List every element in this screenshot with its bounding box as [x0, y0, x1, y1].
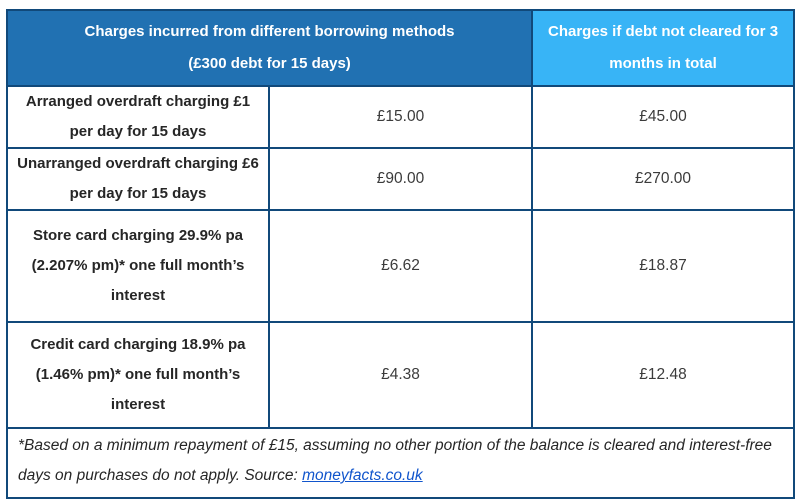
header-3-months-line2: months in total — [609, 55, 717, 72]
moneyfacts-link[interactable]: moneyfacts.co.uk — [302, 467, 423, 484]
footnote: *Based on a minimum repayment of £15, as… — [5, 427, 796, 499]
header-borrowing-methods-line2: (£300 debt for 15 days) — [188, 55, 351, 72]
header-borrowing-methods: Charges incurred from different borrowin… — [5, 9, 534, 87]
charge-3-months-cell: £45.00 — [531, 85, 796, 149]
header-borrowing-methods-line1: Charges incurred from different borrowin… — [84, 23, 455, 40]
charge-15-days-cell: £15.00 — [267, 85, 534, 149]
method-cell: Credit card charging 18.9% pa (1.46% pm)… — [6, 321, 270, 429]
table-row: Credit card charging 18.9% pa (1.46% pm)… — [6, 321, 796, 429]
table-row: Store card charging 29.9% pa (2.207% pm)… — [6, 209, 796, 323]
charge-3-months-cell: £12.48 — [531, 321, 796, 429]
method-cell: Unarranged overdraft charging £6 per day… — [6, 147, 270, 211]
header-3-months: Charges if debt not cleared for 3 months… — [531, 9, 796, 87]
method-cell: Arranged overdraft charging £1 per day f… — [6, 85, 270, 149]
footnote-row: *Based on a minimum repayment of £15, as… — [5, 427, 796, 499]
table-row: Arranged overdraft charging £1 per day f… — [6, 85, 796, 149]
table-row: Unarranged overdraft charging £6 per day… — [6, 147, 796, 211]
header-3-months-line1: Charges if debt not cleared for 3 — [547, 23, 779, 40]
table-header-row: Charges incurred from different borrowin… — [5, 9, 796, 87]
charge-3-months-cell: £270.00 — [531, 147, 796, 211]
charge-15-days-cell: £6.62 — [267, 209, 534, 323]
footnote-text: *Based on a minimum repayment of £15, as… — [18, 437, 772, 484]
method-cell: Store card charging 29.9% pa (2.207% pm)… — [6, 209, 270, 323]
borrowing-charges-table: Charges incurred from different borrowin… — [5, 9, 796, 499]
charge-15-days-cell: £4.38 — [267, 321, 534, 429]
charge-3-months-cell: £18.87 — [531, 209, 796, 323]
charge-15-days-cell: £90.00 — [267, 147, 534, 211]
